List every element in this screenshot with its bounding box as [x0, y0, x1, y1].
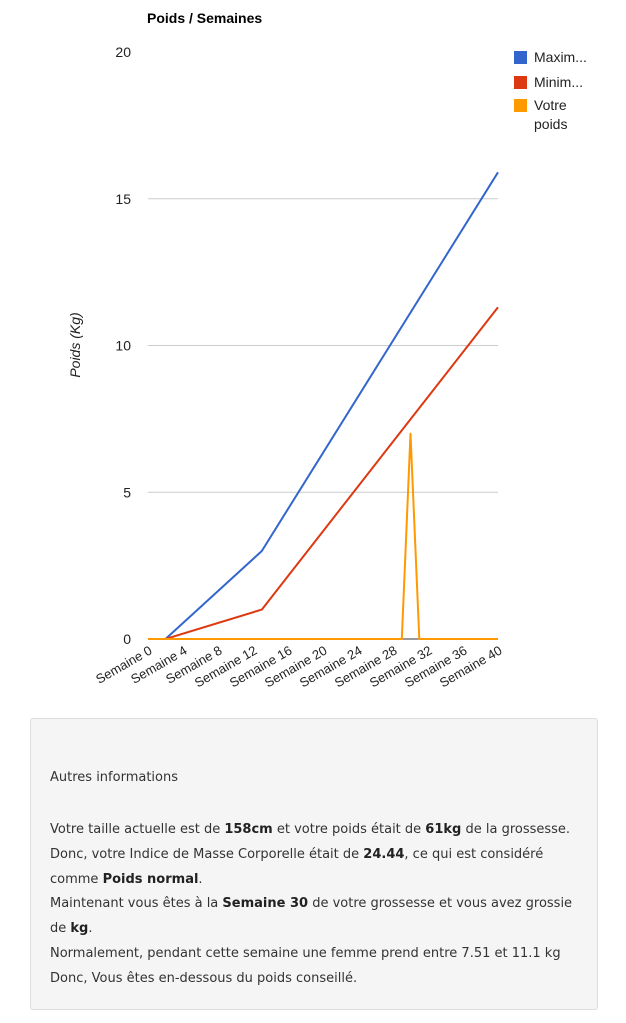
info-height: 158cm: [224, 822, 273, 837]
y-tick-label-5: 5: [123, 484, 131, 500]
info-text: Votre taille actuelle est de 158cm et vo…: [50, 818, 578, 992]
legend-swatch-0: [514, 51, 527, 64]
legend-label-2-1: poids: [534, 116, 567, 132]
series-line-2: [148, 432, 498, 640]
info-panel: Autres informations Votre taille actuell…: [30, 718, 598, 1010]
info-line1-c: de la grossesse.: [461, 822, 571, 837]
info-line3-b: de votre grossesse et vous avez grossie …: [50, 896, 573, 937]
y-axis-label: Poids (Kg): [67, 312, 83, 377]
info-title: Autres informations: [50, 770, 178, 785]
info-week: Semaine 30: [222, 896, 309, 912]
legend-label-0: Maxim...: [534, 49, 587, 65]
legend-label-1: Minim...: [534, 74, 583, 90]
info-category: Poids normal: [102, 871, 199, 887]
info-line3-a: Maintenant vous êtes à la: [50, 896, 223, 912]
info-bmi: 24.44: [363, 846, 405, 862]
legend-swatch-2: [514, 99, 527, 112]
info-line4: Normalement, pendant cette semaine une f…: [50, 945, 561, 986]
y-tick-label-0: 0: [123, 631, 131, 647]
info-line2-a: Donc, votre Indice de Masse Corporelle é…: [50, 846, 364, 862]
y-tick-label-20: 20: [115, 44, 131, 60]
info-line2-c: .: [198, 871, 203, 887]
y-tick-label-15: 15: [115, 191, 131, 207]
weight-chart: Poids / Semaines Poids (Kg) 0 5 10 15 20 Semain…: [67, 10, 587, 690]
info-gain-unit: kg: [70, 921, 89, 937]
series-line-0: [164, 171, 499, 640]
chart-title: Poids / Semaines: [147, 10, 262, 26]
info-line3-c: .: [88, 921, 93, 937]
info-weight: 61kg: [425, 822, 462, 837]
info-line1-a: Votre taille actuelle est de: [50, 822, 225, 837]
info-line2-b: , ce qui est considéré comme: [50, 846, 544, 887]
series-line-1: [165, 306, 499, 640]
y-tick-label-10: 10: [115, 338, 131, 354]
legend-label-2-0: Votre: [534, 97, 567, 113]
info-line1-b: et votre poids était de: [272, 822, 426, 837]
legend-swatch-1: [514, 76, 527, 89]
